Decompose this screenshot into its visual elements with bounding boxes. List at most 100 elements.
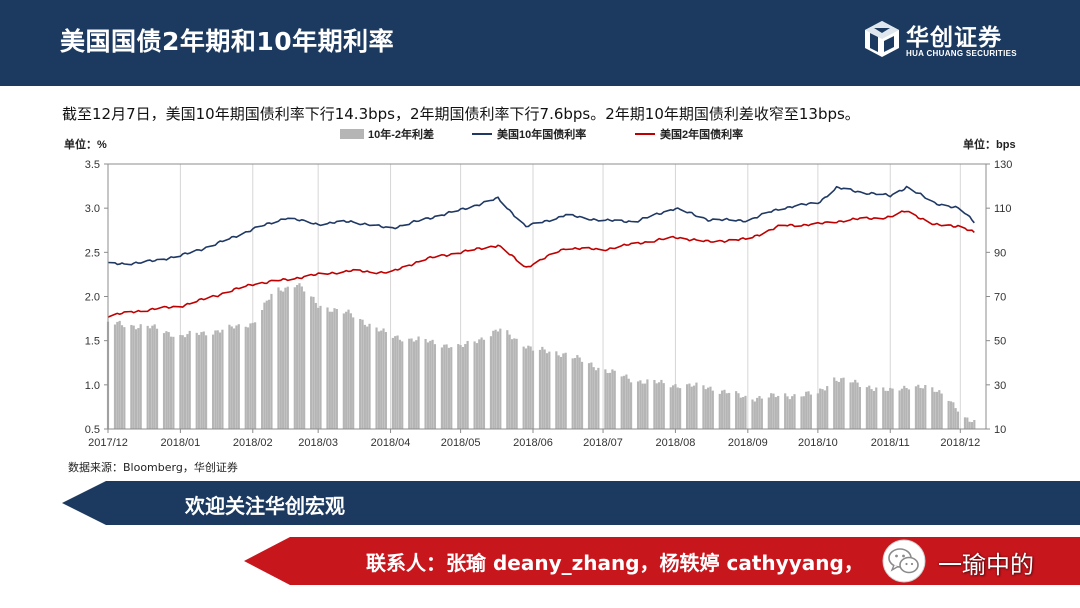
spread-bar [737, 393, 740, 429]
spread-bar [646, 379, 649, 429]
spread-bar [249, 323, 252, 429]
x-tick-label: 2018/06 [513, 437, 553, 449]
spread-bar [571, 358, 574, 429]
spread-bar [303, 291, 306, 429]
spread-bar [657, 382, 661, 429]
spread-bar [784, 393, 787, 429]
spread-bar [891, 388, 894, 429]
spread-bar [415, 340, 418, 429]
yield-chart: 10年-2年利差 美国10年国债利率 美国2年国债利率 单位：% 单位：bps … [64, 127, 1016, 449]
spread-bar [270, 293, 273, 429]
y-left-tick-label: 2.5 [85, 247, 100, 259]
spread-bar [921, 388, 925, 429]
spread-bar [277, 287, 280, 429]
spread-bar [604, 369, 607, 429]
spread-bar [377, 331, 380, 429]
spread-bar [770, 393, 773, 429]
spread-bar [368, 323, 371, 429]
data-source: 数据来源：Bloomberg，华创证券 [68, 461, 238, 474]
spread-bar [211, 334, 215, 429]
spread-bar [555, 351, 558, 429]
spread-bar [286, 286, 289, 429]
spread-bar [293, 287, 296, 429]
spread-bar [522, 346, 525, 429]
spread-bar [821, 389, 824, 429]
spread-bar [816, 393, 819, 429]
spread-bar [802, 396, 805, 429]
y-right-tick-label: 90 [994, 247, 1006, 259]
spread-bar [394, 336, 397, 429]
spread-bar [200, 332, 203, 429]
spread-bar [884, 390, 887, 429]
spread-bar [693, 385, 696, 429]
spread-bar [328, 311, 331, 429]
wechat-account[interactable]: 一瑜中的 [882, 533, 1080, 591]
spread-bar [300, 286, 303, 429]
y-left-tick-label: 3.5 [85, 159, 100, 171]
spread-bar [704, 389, 707, 429]
spread-bar [695, 382, 698, 429]
spread-bar [707, 387, 710, 429]
x-tick-label: 2018/10 [798, 437, 838, 449]
spread-bar [179, 335, 182, 429]
spread-bar [956, 411, 960, 429]
spread-bar [314, 302, 317, 429]
spread-bar [952, 402, 955, 429]
spread-bar [118, 320, 121, 429]
spread-bar [671, 385, 675, 429]
spread-bar [662, 383, 665, 429]
spread-bar [496, 331, 500, 429]
spread-bar [865, 387, 869, 429]
spread-bar [721, 390, 724, 429]
spread-bar [531, 350, 535, 429]
spread-bar [342, 313, 345, 429]
spread-bar [459, 345, 462, 429]
spread-bar [590, 362, 593, 429]
spread-bar [247, 327, 250, 429]
spread-bar [429, 340, 432, 429]
spread-bar [506, 330, 509, 429]
x-tick-label: 2018/11 [871, 437, 910, 449]
spread-bar [153, 324, 156, 429]
spread-bar [819, 388, 822, 429]
spread-bar [842, 377, 845, 429]
spread-bar [347, 309, 350, 429]
spread-bar [756, 397, 759, 429]
spread-bar [940, 393, 943, 429]
spread-bar [900, 388, 904, 429]
spread-bar [172, 336, 175, 429]
spread-bar [284, 287, 287, 429]
spread-bar [870, 389, 873, 429]
spread-bar [791, 396, 794, 429]
spread-bar [279, 290, 282, 429]
spread-bar [753, 401, 756, 429]
spread-bar [359, 318, 362, 429]
x-tick-label: 2018/09 [728, 437, 768, 449]
spread-bar [849, 382, 852, 429]
logo-name-en: HUA CHUANG SECURITIES [906, 49, 1017, 58]
spread-bar [134, 329, 138, 429]
spread-bar [123, 327, 126, 429]
spread-bar [447, 347, 451, 429]
x-tick-label: 2018/07 [583, 437, 623, 449]
logo-cube-icon [865, 21, 899, 57]
spread-bar [538, 349, 542, 429]
y-right-tick-label: 30 [994, 380, 1006, 392]
spread-bar [251, 322, 254, 429]
spread-bars [106, 283, 976, 429]
spread-bar [331, 311, 334, 429]
spread-bar [679, 388, 682, 429]
spread-bar [326, 307, 329, 429]
spread-bar [594, 370, 598, 429]
spread-bar [963, 417, 967, 429]
spread-bar [968, 421, 971, 429]
spread-bar [146, 325, 149, 429]
spread-bar [130, 324, 133, 429]
spread-bar [592, 367, 595, 429]
spread-bar [800, 396, 803, 429]
spread-bar [169, 336, 173, 429]
spread-bar [396, 335, 399, 429]
spread-bar [478, 339, 481, 429]
follow-banner-text: 欢迎关注华创宏观 [185, 494, 345, 518]
spread-bar [524, 348, 528, 429]
